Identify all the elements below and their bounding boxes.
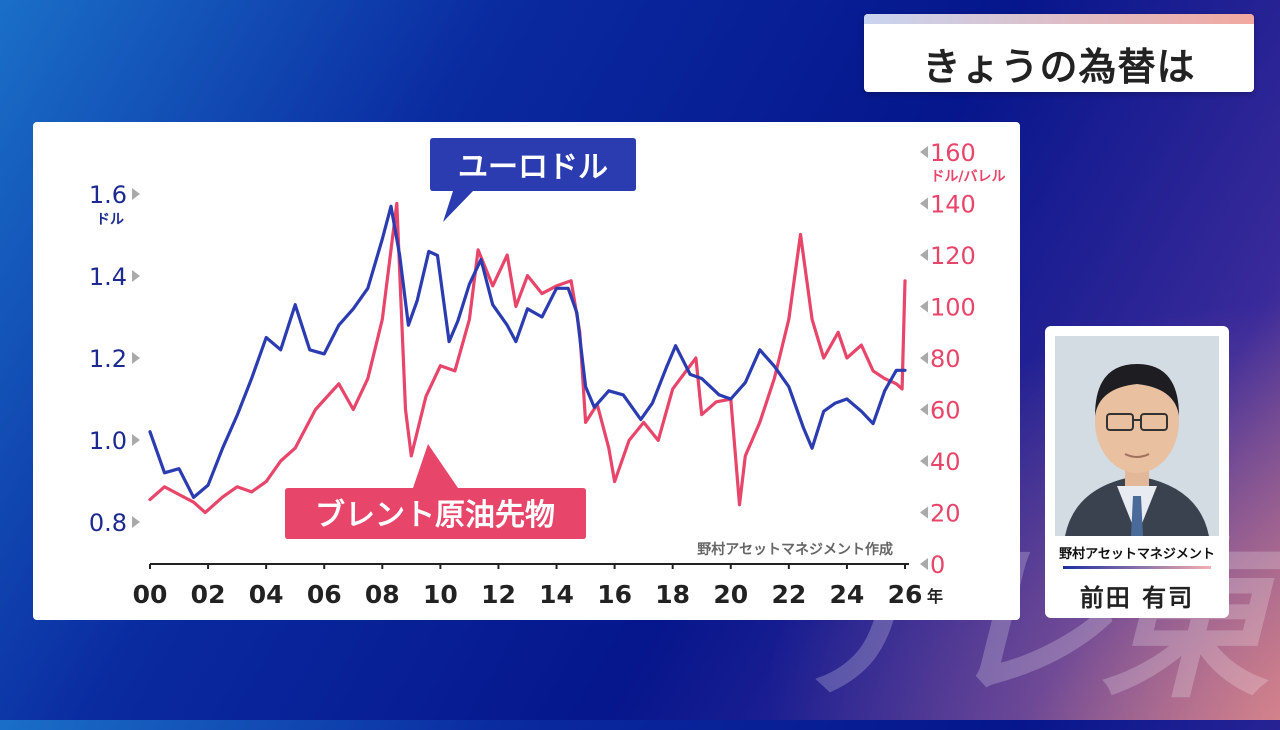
right-tick-arrow xyxy=(920,455,928,467)
page-title: きょうの為替は xyxy=(922,45,1196,89)
annotation-euro: ユーロドル xyxy=(430,138,636,222)
commentator-card: 野村アセットマネジメント 前田 有司 xyxy=(1045,326,1229,618)
x-tick-label: 02 xyxy=(191,580,226,609)
left-tick-label: 1.6 xyxy=(89,181,127,209)
right-tick-label: 160 xyxy=(930,139,976,167)
x-tick-label: 24 xyxy=(830,580,865,609)
right-tick-arrow xyxy=(920,197,928,210)
right-tick-arrow xyxy=(920,300,928,313)
right-tick-label: 60 xyxy=(930,397,961,425)
title-box: きょうの為替は xyxy=(864,14,1254,92)
left-tick-arrow xyxy=(132,352,140,364)
series-line-euro-usd xyxy=(148,204,907,499)
right-unit-label: ドル/バレル xyxy=(930,169,1005,185)
left-tick-label: 1.2 xyxy=(89,345,127,373)
x-tick-label: 18 xyxy=(655,580,690,609)
right-tick-label: 20 xyxy=(930,500,961,528)
series-line-brent xyxy=(148,201,907,515)
chart-card: 00 02 04 06 08 10 12 14 16 18 20 22 24 26 年 0.8 1.0 1.2 1… xyxy=(33,122,1020,620)
source-note: 野村アセットマネジメント作成 xyxy=(697,541,893,558)
left-tick-arrow xyxy=(132,270,140,282)
left-tick-label: 0.8 xyxy=(89,509,127,537)
left-tick-arrow xyxy=(132,188,140,200)
left-tick-arrow xyxy=(132,434,140,446)
right-tick-label: 40 xyxy=(930,448,961,476)
x-unit-label: 年 xyxy=(927,587,943,606)
right-tick-label: 140 xyxy=(930,191,976,219)
annotation-brent-label: ブレント原油先物 xyxy=(315,498,555,533)
left-tick-label: 1.0 xyxy=(89,427,127,455)
commentator-photo xyxy=(1055,336,1219,536)
right-tick-label: 0 xyxy=(930,551,945,579)
x-tick-label: 26 xyxy=(888,580,923,609)
annotation-brent: ブレント原油先物 xyxy=(285,444,586,539)
x-tick-label: 04 xyxy=(249,580,284,609)
x-tick-label: 20 xyxy=(713,580,748,609)
right-tick-label: 80 xyxy=(930,345,961,373)
left-unit-label: ドル xyxy=(96,212,124,228)
series-group xyxy=(148,201,907,515)
right-tick-arrow xyxy=(920,403,928,416)
x-tick-label: 22 xyxy=(771,580,806,609)
title-accent-bar xyxy=(864,14,1254,24)
x-axis: 00 02 04 06 08 10 12 14 16 18 20 22 24 26 年 xyxy=(133,563,943,609)
x-tick-label: 14 xyxy=(539,580,574,609)
x-tick-label: 08 xyxy=(365,580,400,609)
right-axis: 0 20 40 60 80 100 120 140 160 ドル/バレル xyxy=(920,139,1006,579)
left-axis: 0.8 1.0 1.2 1.4 1.6 ドル xyxy=(89,181,140,537)
right-tick-arrow xyxy=(920,249,928,261)
x-tick-label: 06 xyxy=(307,580,342,609)
annotation-euro-label: ユーロドル xyxy=(458,150,608,185)
right-tick-arrow xyxy=(920,506,928,519)
chart-svg: 00 02 04 06 08 10 12 14 16 18 20 22 24 26 年 0.8 1.0 1.2 1… xyxy=(89,138,1006,609)
right-tick-arrow xyxy=(920,146,928,158)
company-underline xyxy=(1063,566,1211,569)
commentator-name: 前田 有司 xyxy=(1079,584,1195,612)
left-tick-label: 1.4 xyxy=(89,263,127,291)
x-tick-label: 00 xyxy=(133,580,168,609)
x-tick-label: 16 xyxy=(597,580,632,609)
right-tick-arrow xyxy=(920,558,928,570)
commentator-company: 野村アセットマネジメント xyxy=(1059,547,1215,562)
x-tick-label: 10 xyxy=(423,580,458,609)
left-tick-arrow xyxy=(132,516,140,528)
right-tick-arrow xyxy=(920,352,928,364)
x-tick-label: 12 xyxy=(481,580,516,609)
right-tick-label: 100 xyxy=(930,294,976,322)
right-tick-label: 120 xyxy=(930,242,976,270)
